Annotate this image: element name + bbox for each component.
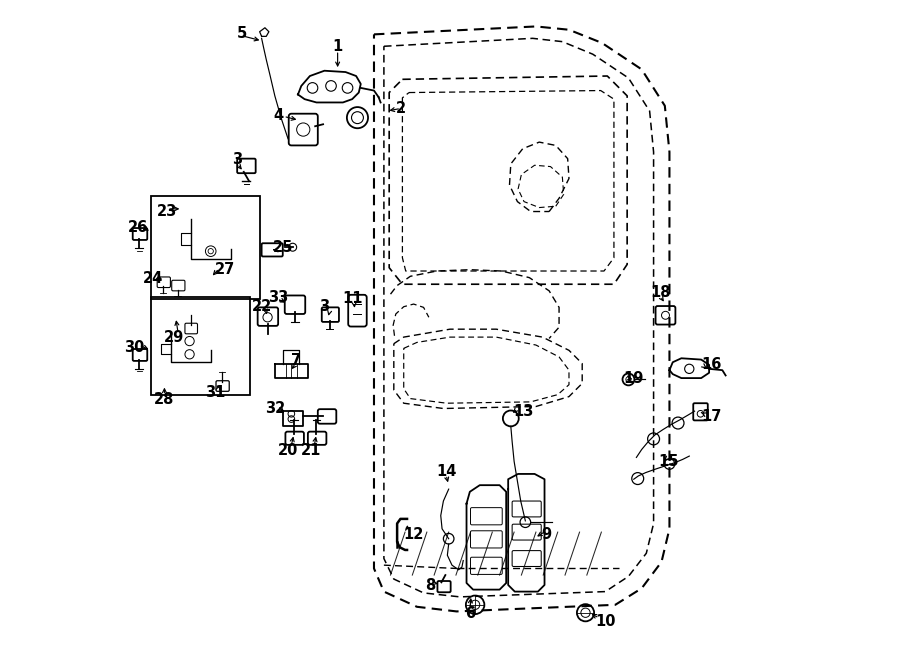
Text: 32: 32	[265, 401, 285, 416]
Text: 5: 5	[237, 26, 247, 40]
Text: 13: 13	[514, 404, 534, 418]
Text: 4: 4	[273, 108, 284, 122]
Text: 24: 24	[142, 272, 163, 286]
Text: 33: 33	[268, 290, 288, 305]
Text: 21: 21	[301, 444, 321, 458]
Text: 12: 12	[404, 527, 424, 541]
Text: 31: 31	[205, 385, 226, 400]
Text: 3: 3	[320, 299, 329, 314]
Text: 25: 25	[273, 240, 293, 254]
Text: 29: 29	[164, 330, 184, 344]
Text: 7: 7	[291, 354, 301, 368]
Text: 19: 19	[623, 371, 644, 385]
Text: 14: 14	[436, 465, 456, 479]
Text: 15: 15	[658, 454, 679, 469]
Text: 6: 6	[464, 606, 475, 621]
Text: 26: 26	[128, 220, 148, 235]
Text: 22: 22	[251, 299, 272, 314]
Text: 8: 8	[425, 578, 436, 593]
Bar	[151, 196, 260, 299]
Text: 10: 10	[596, 614, 616, 629]
Text: 16: 16	[701, 358, 722, 372]
Text: 11: 11	[342, 292, 363, 306]
Text: 30: 30	[124, 340, 145, 355]
Text: 17: 17	[701, 409, 722, 424]
Text: 20: 20	[278, 444, 298, 458]
Text: 27: 27	[215, 262, 236, 277]
Bar	[151, 297, 250, 395]
Text: 9: 9	[541, 527, 552, 541]
Text: 2: 2	[396, 101, 406, 116]
Text: 23: 23	[157, 204, 177, 219]
Text: 3: 3	[232, 153, 242, 167]
Text: 1: 1	[332, 39, 343, 54]
Text: 18: 18	[650, 285, 670, 299]
Text: 28: 28	[154, 392, 175, 407]
